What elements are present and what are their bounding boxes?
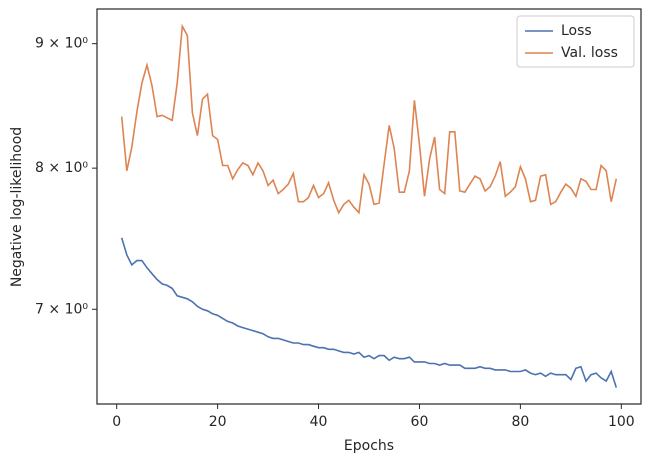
line bbox=[120, 23, 618, 215]
y-tick-label: 8 × 10⁰ bbox=[35, 160, 88, 176]
legend-label: Val. loss bbox=[561, 45, 618, 61]
y-tick-label: 9 × 10⁰ bbox=[35, 36, 88, 52]
legend-label: Loss bbox=[561, 23, 592, 39]
x-tick-label: 0 bbox=[112, 414, 121, 430]
plot-area bbox=[96, 8, 642, 405]
y-axis-label: Negative log-likelihood bbox=[9, 127, 25, 287]
legend-box bbox=[516, 15, 635, 68]
x-tick-label: 60 bbox=[411, 414, 429, 430]
x-tick-label: 40 bbox=[310, 414, 328, 430]
y-tick-label: 7 × 10⁰ bbox=[35, 301, 88, 317]
x-tick-label: 80 bbox=[511, 414, 529, 430]
x-axis-label: Epochs bbox=[344, 438, 394, 454]
line bbox=[120, 237, 618, 388]
x-tick-label: 100 bbox=[608, 414, 635, 430]
x-tick-label: 20 bbox=[209, 414, 227, 430]
